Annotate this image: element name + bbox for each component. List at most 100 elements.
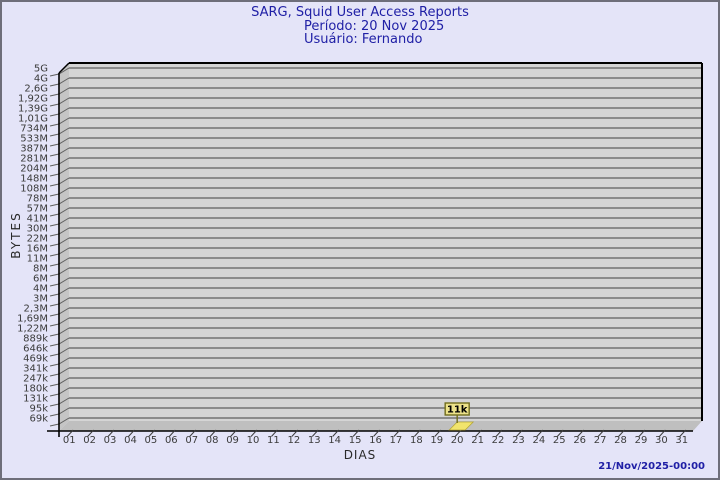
x-tick-mark: [434, 429, 442, 437]
x-tick-mark: [250, 429, 258, 437]
x-tick-mark: [352, 429, 360, 437]
y-tick-label: 180k: [23, 384, 48, 395]
x-tick-label: 28: [614, 435, 627, 446]
x-tick-label: 09: [226, 435, 239, 446]
x-tick-label: 05: [145, 435, 158, 446]
x-tick-mark: [577, 429, 585, 437]
plot-back-wall: [69, 63, 702, 421]
y-tick-label: 11M: [27, 254, 48, 265]
report-title: SARG, Squid User Access Reports: [251, 5, 469, 20]
x-tick-label: 06: [165, 435, 178, 446]
y-tick-label: 69k: [29, 414, 48, 425]
x-tick-label: 16: [369, 435, 382, 446]
y-tick-label: 108M: [20, 184, 48, 195]
x-tick-mark: [516, 429, 523, 437]
y-tick-label: 78M: [27, 194, 48, 205]
y-tick-label: 1,22M: [17, 324, 48, 335]
x-tick-label: 13: [308, 435, 321, 446]
x-tick-mark: [87, 429, 94, 437]
y-tick-label: 22M: [27, 234, 48, 245]
x-tick-label: 19: [430, 435, 443, 446]
y-tick-label: 341k: [23, 364, 48, 375]
x-tick-mark: [679, 429, 687, 437]
x-tick-label: 08: [206, 435, 219, 446]
x-tick-label: 18: [410, 435, 423, 446]
x-tick-mark: [66, 429, 74, 437]
y-tick-label: 8M: [33, 264, 48, 275]
x-tick-label: 27: [594, 435, 607, 446]
y-tick-label: 4G: [34, 74, 48, 85]
plot-floor: [59, 421, 702, 431]
y-tick-label: 204M: [20, 164, 48, 175]
x-tick-label: 14: [328, 435, 341, 446]
x-tick-mark: [454, 429, 462, 437]
y-tick-label: 247k: [23, 374, 48, 385]
x-tick-label: 10: [247, 435, 260, 446]
x-tick-mark: [536, 429, 544, 437]
y-tick-label: 16M: [27, 244, 48, 255]
x-tick-label: 26: [573, 435, 586, 446]
y-tick-label: 281M: [20, 154, 48, 165]
y-tick-label: 387M: [20, 144, 48, 155]
x-tick-mark: [128, 429, 135, 437]
y-tick-label: 148M: [20, 174, 48, 185]
y-tick-label: 1,01G: [18, 114, 48, 125]
x-tick-label: 29: [635, 435, 648, 446]
x-tick-label: 17: [390, 435, 403, 446]
x-tick-mark: [189, 429, 197, 437]
x-tick-mark: [311, 429, 319, 437]
x-tick-label: 24: [532, 435, 545, 446]
y-axis-title: BYTES: [9, 211, 23, 259]
y-tick-label: 2,6G: [24, 84, 48, 95]
y-tick-label: 30M: [27, 224, 48, 235]
x-tick-mark: [659, 429, 666, 437]
x-tick-mark: [393, 429, 401, 437]
x-tick-label: 04: [124, 435, 137, 446]
y-tick-label: 1,69M: [17, 314, 48, 325]
y-tick-label: 734M: [20, 124, 48, 135]
x-tick-label: 07: [185, 435, 198, 446]
x-tick-mark: [168, 429, 176, 437]
x-tick-label: 20: [451, 435, 464, 446]
y-tick-label: 41M: [27, 214, 48, 225]
bar: [448, 421, 475, 431]
x-tick-label: 21: [471, 435, 484, 446]
report-period: Período: 20 Nov 2025: [304, 19, 445, 34]
y-tick-label: 889k: [23, 334, 48, 345]
generation-timestamp: 21/Nov/2025-00:00: [598, 461, 705, 472]
x-tick-label: 25: [553, 435, 566, 446]
x-tick-mark: [495, 429, 503, 437]
x-tick-mark: [373, 429, 380, 437]
x-tick-mark: [332, 429, 340, 437]
y-tick-label: 533M: [20, 134, 48, 145]
y-tick-label: 57M: [27, 204, 48, 215]
x-tick-mark: [291, 429, 299, 437]
y-tick-label: 131k: [23, 394, 48, 405]
x-tick-mark: [209, 429, 217, 437]
x-tick-label: 23: [512, 435, 525, 446]
plot-top-left-edge: [58, 62, 70, 74]
x-tick-label: 30: [655, 435, 668, 446]
x-tick-label: 22: [492, 435, 505, 446]
y-tick-label: 5G: [34, 64, 48, 75]
y-tick-label: 469k: [23, 354, 48, 365]
x-tick-label: 12: [287, 435, 300, 446]
y-tick-label: 95k: [29, 404, 48, 415]
x-tick-mark: [556, 429, 564, 437]
y-tick-label: 646k: [23, 344, 48, 355]
report-user: Usuário: Fernando: [304, 32, 423, 47]
x-tick-mark: [618, 429, 625, 437]
x-tick-label: 03: [104, 435, 117, 446]
x-tick-label: 15: [349, 435, 362, 446]
y-tick-label: 6M: [33, 274, 48, 285]
x-tick-mark: [271, 429, 278, 437]
x-tick-label: 11: [267, 435, 280, 446]
x-tick-mark: [107, 429, 115, 437]
x-tick-mark: [475, 429, 482, 437]
x-tick-mark: [148, 429, 156, 437]
bar-value-label: 11k: [447, 405, 468, 416]
bar-value-flag: [444, 402, 470, 416]
y-tick-label: 1,92G: [18, 94, 48, 105]
